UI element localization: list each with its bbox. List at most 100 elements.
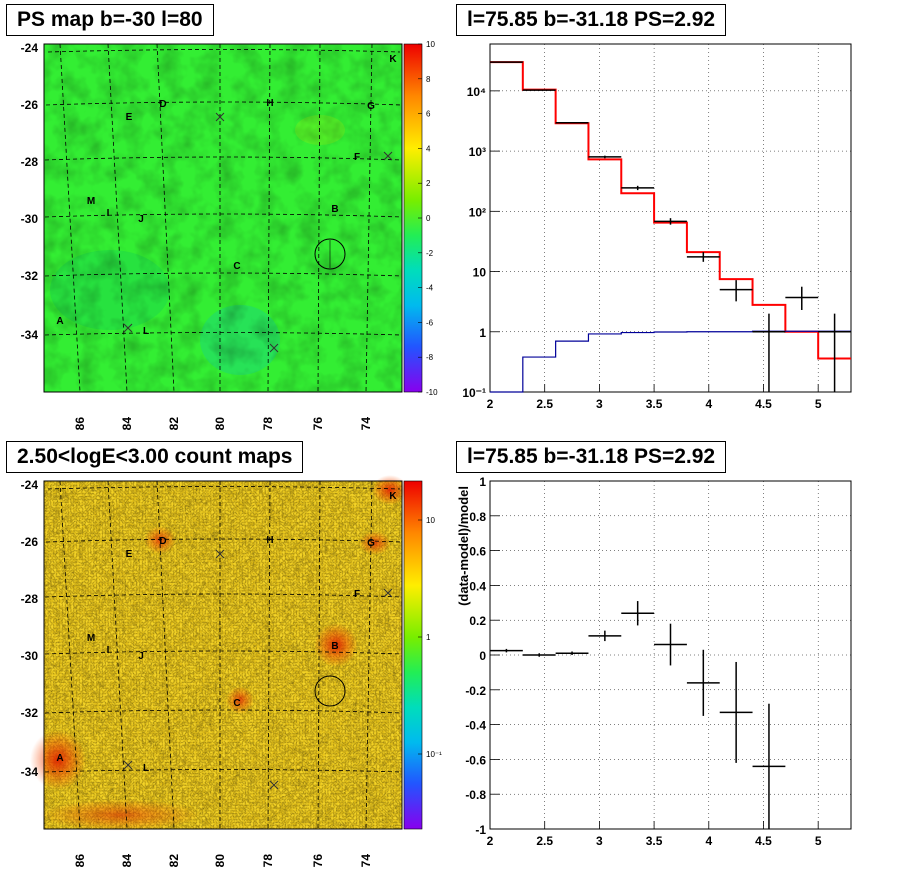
source-label-k: K [389,491,397,502]
colorbar-tick-label: 6 [426,110,431,119]
count-map-title: 2.50<logE<3.00 count maps [6,441,304,473]
colorbar-tick-label: -2 [426,249,434,258]
spectrum-y-tick-label: 1 [479,326,486,340]
colorbar-tick-label: 10 [426,516,435,525]
map-x-tick-label: 86 [73,854,87,868]
residual-x-tick-label: 2.5 [536,834,553,848]
source-label-h: H [266,535,273,546]
count-map-panel: 10 1 10⁻¹ -24 -26 -28 -30 -32 -34 86 84 82 80 78 76 74… [21,475,442,867]
count-map-grid [44,480,403,830]
spectrum-y-tick-label: 10² [469,205,486,219]
map-x-tick-label: 84 [120,854,134,868]
source-label-m: M [87,196,95,207]
source-label-a: A [56,316,63,327]
colorbar-tick-label: 4 [426,144,431,153]
residual-y-tick-label: -0.4 [465,719,486,733]
colorbar-tick-label: 0 [426,214,431,223]
cross-marker [123,760,133,770]
spectrum-panel: 2 2.5 3 3.5 4 4.5 5 10⁻¹ 1 10 10² 10³ 10⁴ [462,43,852,411]
residual-y-tick-label: -1 [475,823,486,837]
residual-y-tick-label: 0.6 [469,545,486,559]
spectrum-y-tick-label: 10³ [469,145,486,159]
source-label-k: K [389,54,397,65]
map-x-tick-label: 76 [311,854,325,868]
residual-y-axis-label: (data-model)/model [456,486,471,606]
residual-y-tick-label: 0.8 [469,510,486,524]
source-label-g: G [367,538,375,549]
source-label-c: C [233,698,240,709]
count-map-hot-bottom [40,799,200,831]
map-y-tick-label: -24 [21,41,39,55]
spectrum-x-tick-label: 2.5 [536,397,553,411]
map-y-tick-label: -26 [21,535,39,549]
spectrum-x-tick-label: 4.5 [755,397,772,411]
source-label-f: F [354,152,360,163]
spectrum-y-tick-label: 10⁴ [467,85,486,99]
ps-map-frame [43,43,403,393]
cross-marker [215,549,225,559]
map-y-tick-label: -30 [21,649,39,663]
cross-marker [383,151,393,161]
residual-x-tick-label: 4 [705,834,712,848]
residual-x-tick-label: 3 [596,834,603,848]
cross-marker [269,780,279,790]
source-label-l: L [143,763,149,774]
cross-marker [123,323,133,333]
residual-x-tick-label: 5 [815,834,822,848]
ps-map-grid [44,43,403,393]
map-x-tick-label: 86 [73,417,87,431]
residual-y-tick-label: -0.8 [465,788,486,802]
source-label-g: G [367,101,375,112]
spectrum-x-tick-label: 4 [705,397,712,411]
cross-marker [215,112,225,122]
spectrum-x-tick-label: 2 [487,397,494,411]
spectrum-x-tick-label: 5 [815,397,822,411]
colorbar-tick-label: 1 [426,633,431,642]
residual-x-tick-label: 3.5 [646,834,663,848]
background-histogram [490,330,851,393]
map-x-tick-label: 82 [167,417,181,431]
colorbar-tick-label: 2 [426,179,431,188]
residual-y-tick-label: 0.2 [469,614,486,628]
spectrum-y-tick-label: 10⁻¹ [462,386,486,400]
source-label-e: E [126,112,133,123]
target-circle [314,238,346,270]
count-map-hot-b [314,623,358,667]
spectrum-title: l=75.85 b=-31.18 PS=2.92 [456,4,727,36]
source-label-j: J [138,214,144,225]
source-label-f: F [354,589,360,600]
source-label-l: L [143,326,149,337]
cross-marker [383,588,393,598]
spectrum-plot-area[interactable] [489,43,852,393]
spectrum-x-tick-label: 3 [596,397,603,411]
count-map-hot-c [226,686,254,714]
cross-marker [269,343,279,353]
residual-y-tick-label: -0.6 [465,753,486,767]
residual-y-tick-label: -0.2 [465,684,486,698]
map-y-tick-label: -28 [21,592,39,606]
map-y-tick-label: -34 [21,328,39,342]
colorbar-tick-label: 8 [426,75,431,84]
source-label-i: I [107,208,110,219]
map-y-tick-label: -24 [21,478,39,492]
spectrum-y-tick-label: 10 [473,266,487,280]
count-map-frame [43,480,403,830]
map-y-tick-label: -28 [21,155,39,169]
source-label-a: A [56,753,63,764]
count-map-hot-k [372,475,408,505]
colorbar-tick-label: -10 [426,388,438,397]
map-y-tick-label: -34 [21,765,39,779]
map-x-tick-label: 76 [311,417,325,431]
source-label-i: I [107,645,110,656]
source-label-h: H [266,98,273,109]
source-label-b: B [331,641,338,652]
target-circle [314,675,346,707]
source-label-d: D [159,536,166,547]
map-y-tick-label: -32 [21,269,39,283]
residual-y-tick-label: 0.4 [469,579,486,593]
map-x-tick-label: 78 [261,854,275,868]
residual-x-tick-label: 2 [487,834,494,848]
residual-title: l=75.85 b=-31.18 PS=2.92 [456,441,727,473]
